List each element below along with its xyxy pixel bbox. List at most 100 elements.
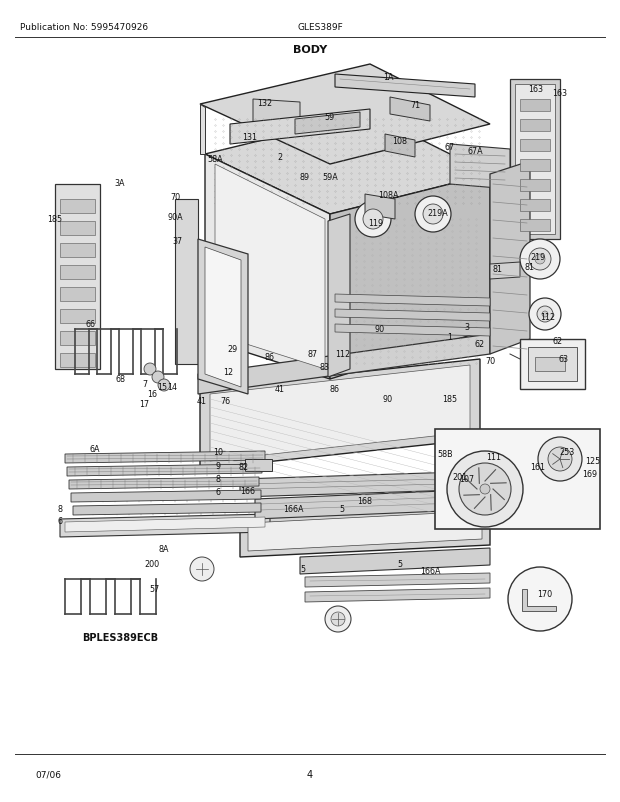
Polygon shape (435, 429, 600, 529)
Text: 90: 90 (383, 395, 393, 404)
Text: 219: 219 (530, 253, 546, 262)
Polygon shape (328, 215, 350, 378)
Circle shape (459, 464, 511, 516)
Circle shape (152, 371, 164, 383)
Bar (60, 265, 95, 280)
Polygon shape (73, 504, 261, 516)
Bar (520, 200, 550, 212)
Text: 5: 5 (301, 565, 306, 573)
Text: 90A: 90A (167, 213, 183, 222)
Polygon shape (255, 489, 490, 520)
Text: 2: 2 (277, 153, 283, 162)
Text: 8A: 8A (159, 545, 169, 554)
Circle shape (529, 298, 561, 330)
Text: 86: 86 (330, 385, 340, 394)
Text: 59A: 59A (322, 173, 338, 182)
Polygon shape (71, 490, 261, 502)
Polygon shape (535, 358, 565, 371)
Polygon shape (245, 460, 272, 472)
Polygon shape (490, 162, 530, 354)
Polygon shape (67, 464, 262, 476)
Polygon shape (60, 514, 270, 537)
Circle shape (415, 196, 451, 233)
Polygon shape (528, 347, 577, 382)
Text: 4: 4 (307, 769, 313, 779)
Text: 219A: 219A (428, 209, 448, 217)
Circle shape (355, 202, 391, 237)
Polygon shape (515, 85, 555, 235)
Polygon shape (198, 334, 490, 395)
Text: 169: 169 (582, 470, 598, 479)
Polygon shape (198, 240, 248, 395)
Text: 166A: 166A (420, 567, 440, 576)
Text: BPLES389ECB: BPLES389ECB (82, 632, 158, 642)
Bar (520, 160, 550, 172)
Polygon shape (300, 549, 490, 574)
Text: 58B: 58B (437, 450, 453, 459)
Circle shape (508, 567, 572, 631)
Polygon shape (510, 80, 560, 240)
Text: 108A: 108A (378, 190, 398, 199)
Text: 119: 119 (368, 219, 384, 229)
Text: PartsDirect.com: PartsDirect.com (260, 413, 360, 426)
Polygon shape (335, 75, 475, 98)
Text: 185: 185 (443, 395, 458, 404)
Bar (60, 331, 95, 346)
Polygon shape (330, 175, 490, 379)
Text: 81: 81 (493, 265, 503, 274)
Circle shape (542, 312, 548, 318)
Polygon shape (305, 588, 490, 602)
Circle shape (520, 240, 560, 280)
Text: 3: 3 (464, 323, 469, 332)
Polygon shape (205, 155, 330, 379)
Bar (60, 310, 95, 323)
Text: 163: 163 (552, 88, 567, 97)
Text: 63: 63 (559, 355, 569, 364)
Bar (520, 140, 550, 152)
Circle shape (144, 363, 156, 375)
Circle shape (537, 306, 553, 322)
Polygon shape (450, 145, 510, 190)
Polygon shape (175, 200, 198, 365)
Polygon shape (240, 508, 490, 557)
Text: 1: 1 (448, 333, 453, 342)
Polygon shape (253, 100, 300, 128)
Text: 17: 17 (139, 400, 149, 409)
Polygon shape (522, 589, 556, 611)
Polygon shape (385, 135, 415, 158)
Polygon shape (200, 359, 480, 469)
Text: 132: 132 (257, 99, 273, 107)
Circle shape (529, 249, 551, 270)
Polygon shape (490, 263, 520, 280)
Text: 6A: 6A (90, 445, 100, 454)
Text: 9: 9 (215, 462, 221, 471)
Circle shape (190, 557, 214, 581)
Text: 168: 168 (358, 497, 373, 506)
Bar (520, 119, 550, 132)
Text: 70: 70 (170, 193, 180, 202)
Text: 90: 90 (375, 325, 385, 334)
Text: 16: 16 (147, 390, 157, 399)
Bar (60, 288, 95, 302)
Text: 200: 200 (144, 560, 159, 569)
Text: 125: 125 (585, 457, 601, 466)
Text: 59: 59 (325, 113, 335, 123)
Bar (60, 200, 95, 214)
Text: 76: 76 (220, 397, 230, 406)
Polygon shape (230, 110, 370, 145)
Text: 70: 70 (485, 357, 495, 366)
Text: 111: 111 (487, 453, 502, 462)
Text: 1A: 1A (383, 74, 393, 83)
Bar (520, 180, 550, 192)
Circle shape (447, 452, 523, 528)
Text: 112: 112 (335, 350, 350, 359)
Circle shape (363, 210, 383, 229)
Text: Publication No: 5995470926: Publication No: 5995470926 (20, 23, 148, 32)
Text: 83: 83 (320, 363, 330, 372)
Text: 8: 8 (216, 475, 221, 484)
Text: 89: 89 (300, 173, 310, 182)
Text: 62: 62 (553, 337, 563, 346)
Polygon shape (335, 294, 490, 306)
Polygon shape (335, 325, 490, 337)
Polygon shape (55, 184, 100, 370)
